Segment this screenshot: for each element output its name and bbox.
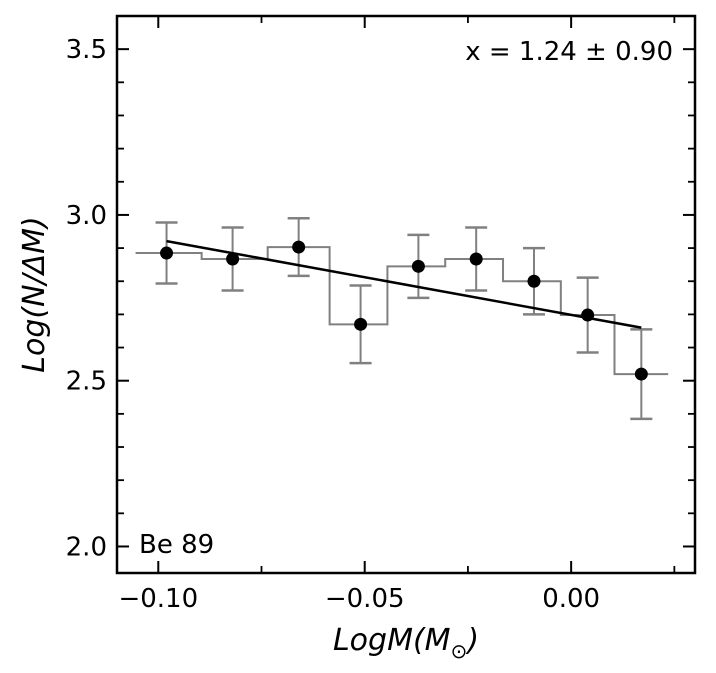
y-tick-label: 2.0 (66, 532, 107, 562)
data-point-3 (292, 240, 306, 254)
plot-frame (115, 14, 697, 575)
data-point-8 (581, 308, 595, 322)
data-point-4 (354, 317, 368, 331)
cluster-label: Be 89 (139, 530, 214, 560)
y-tick-label: 2.5 (66, 367, 107, 397)
x-axis-title-main: LogM(M (333, 623, 451, 658)
data-point-7 (527, 274, 541, 288)
y-tick-label: 3.0 (66, 201, 107, 231)
x-tick-label: 0.00 (542, 584, 600, 614)
data-point-6 (469, 252, 483, 266)
ticks-layer: −0.10 −0.05 0.00 2.0 2.5 3.0 3.5 (66, 16, 695, 614)
data-point-2 (226, 252, 240, 266)
data-point-9 (634, 367, 648, 381)
points-layer (160, 240, 648, 381)
y-axis-title: Log(N/ΔM) (17, 216, 52, 372)
data-point-5 (411, 259, 425, 273)
x-axis-title: LogM(M⊙) (333, 623, 479, 663)
y-tick-label: 3.5 (66, 35, 107, 65)
x-tick-label: −0.10 (118, 584, 198, 614)
x-axis-title-sun-symbol: ⊙ (451, 639, 468, 663)
slope-annotation: x = 1.24 ± 0.90 (465, 37, 673, 67)
fit-line-layer (166, 239, 642, 329)
x-tick-label: −0.05 (325, 584, 405, 614)
fit-line (166, 239, 642, 329)
data-point-1 (160, 246, 174, 260)
x-axis-title-close: ) (465, 623, 479, 658)
errorbar-layer (155, 216, 653, 421)
